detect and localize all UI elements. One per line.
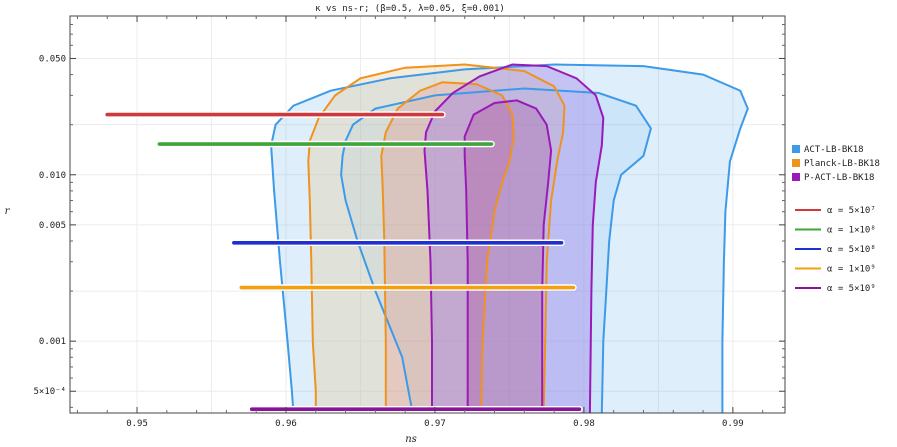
x-tick-label: 0.99 xyxy=(722,419,744,429)
region-inner-contour-planck-lb-bk18 xyxy=(380,81,515,414)
region-inner-contour-p-act-lb-bk18 xyxy=(463,99,553,413)
region-core-p-act-lb-bk18 xyxy=(464,100,552,414)
y-axis-label: r xyxy=(5,206,11,217)
region-outer-contour-act-lb-bk18 xyxy=(270,63,749,414)
region-outer-contour-p-act-lb-bk18 xyxy=(423,63,605,414)
x-tick-label: 0.95 xyxy=(126,419,148,429)
y-tick-label: 0.005 xyxy=(39,221,66,231)
region-inner-contour-act-lb-bk18 xyxy=(340,87,652,414)
chart-title: κ vs ns-r; (β=0.5, λ=0.05, ξ=0.001) xyxy=(315,4,505,14)
x-tick-label: 0.98 xyxy=(573,419,595,429)
y-tick-label: 5×10⁻⁴ xyxy=(33,387,66,397)
y-tick-label: 0.010 xyxy=(39,171,66,181)
y-tick-label: 0.001 xyxy=(39,337,66,347)
legend-series-label-3: α = 5×10⁸ xyxy=(827,245,876,255)
region-band-act-lb-bk18 xyxy=(271,64,748,413)
legend-swatch-p-act-lb-bk18 xyxy=(792,173,800,181)
legend-series-label-5: α = 5×10⁹ xyxy=(827,284,876,294)
legend-label-act-lb-bk18: ACT-LB-BK18 xyxy=(804,145,864,155)
legend-series-label-2: α = 1×10⁸ xyxy=(827,226,876,236)
region-core-planck-lb-bk18 xyxy=(381,82,514,413)
grid-lines xyxy=(70,16,785,413)
plot-frame xyxy=(69,15,786,414)
axis-ticks: 0.95 0.96 0.97 0.98 0.99 5×10⁻⁴ 0.001 0.005 0.01… xyxy=(33,16,785,429)
legend-series-label-1: α = 5×10⁷ xyxy=(827,206,876,216)
legend-label-planck-lb-bk18: Planck-LB-BK18 xyxy=(804,159,880,169)
confidence-regions xyxy=(270,63,749,414)
region-core-act-lb-bk18 xyxy=(341,88,651,413)
legend-swatch-act-lb-bk18 xyxy=(792,145,800,153)
region-band-planck-lb-bk18 xyxy=(308,64,565,413)
alpha-series-lines xyxy=(103,111,583,413)
y-tick-label: 0.050 xyxy=(39,54,66,64)
x-tick-label: 0.97 xyxy=(424,419,446,429)
legend-series-label-4: α = 1×10⁹ xyxy=(827,265,876,275)
x-tick-label: 0.96 xyxy=(275,419,297,429)
legend: ACT-LB-BK18 Planck-LB-BK18 P-ACT-LB-BK18 α … xyxy=(792,145,880,294)
legend-label-p-act-lb-bk18: P-ACT-LB-BK18 xyxy=(804,173,874,183)
legend-swatch-planck-lb-bk18 xyxy=(792,159,800,167)
x-axis-label: ns xyxy=(405,434,417,445)
